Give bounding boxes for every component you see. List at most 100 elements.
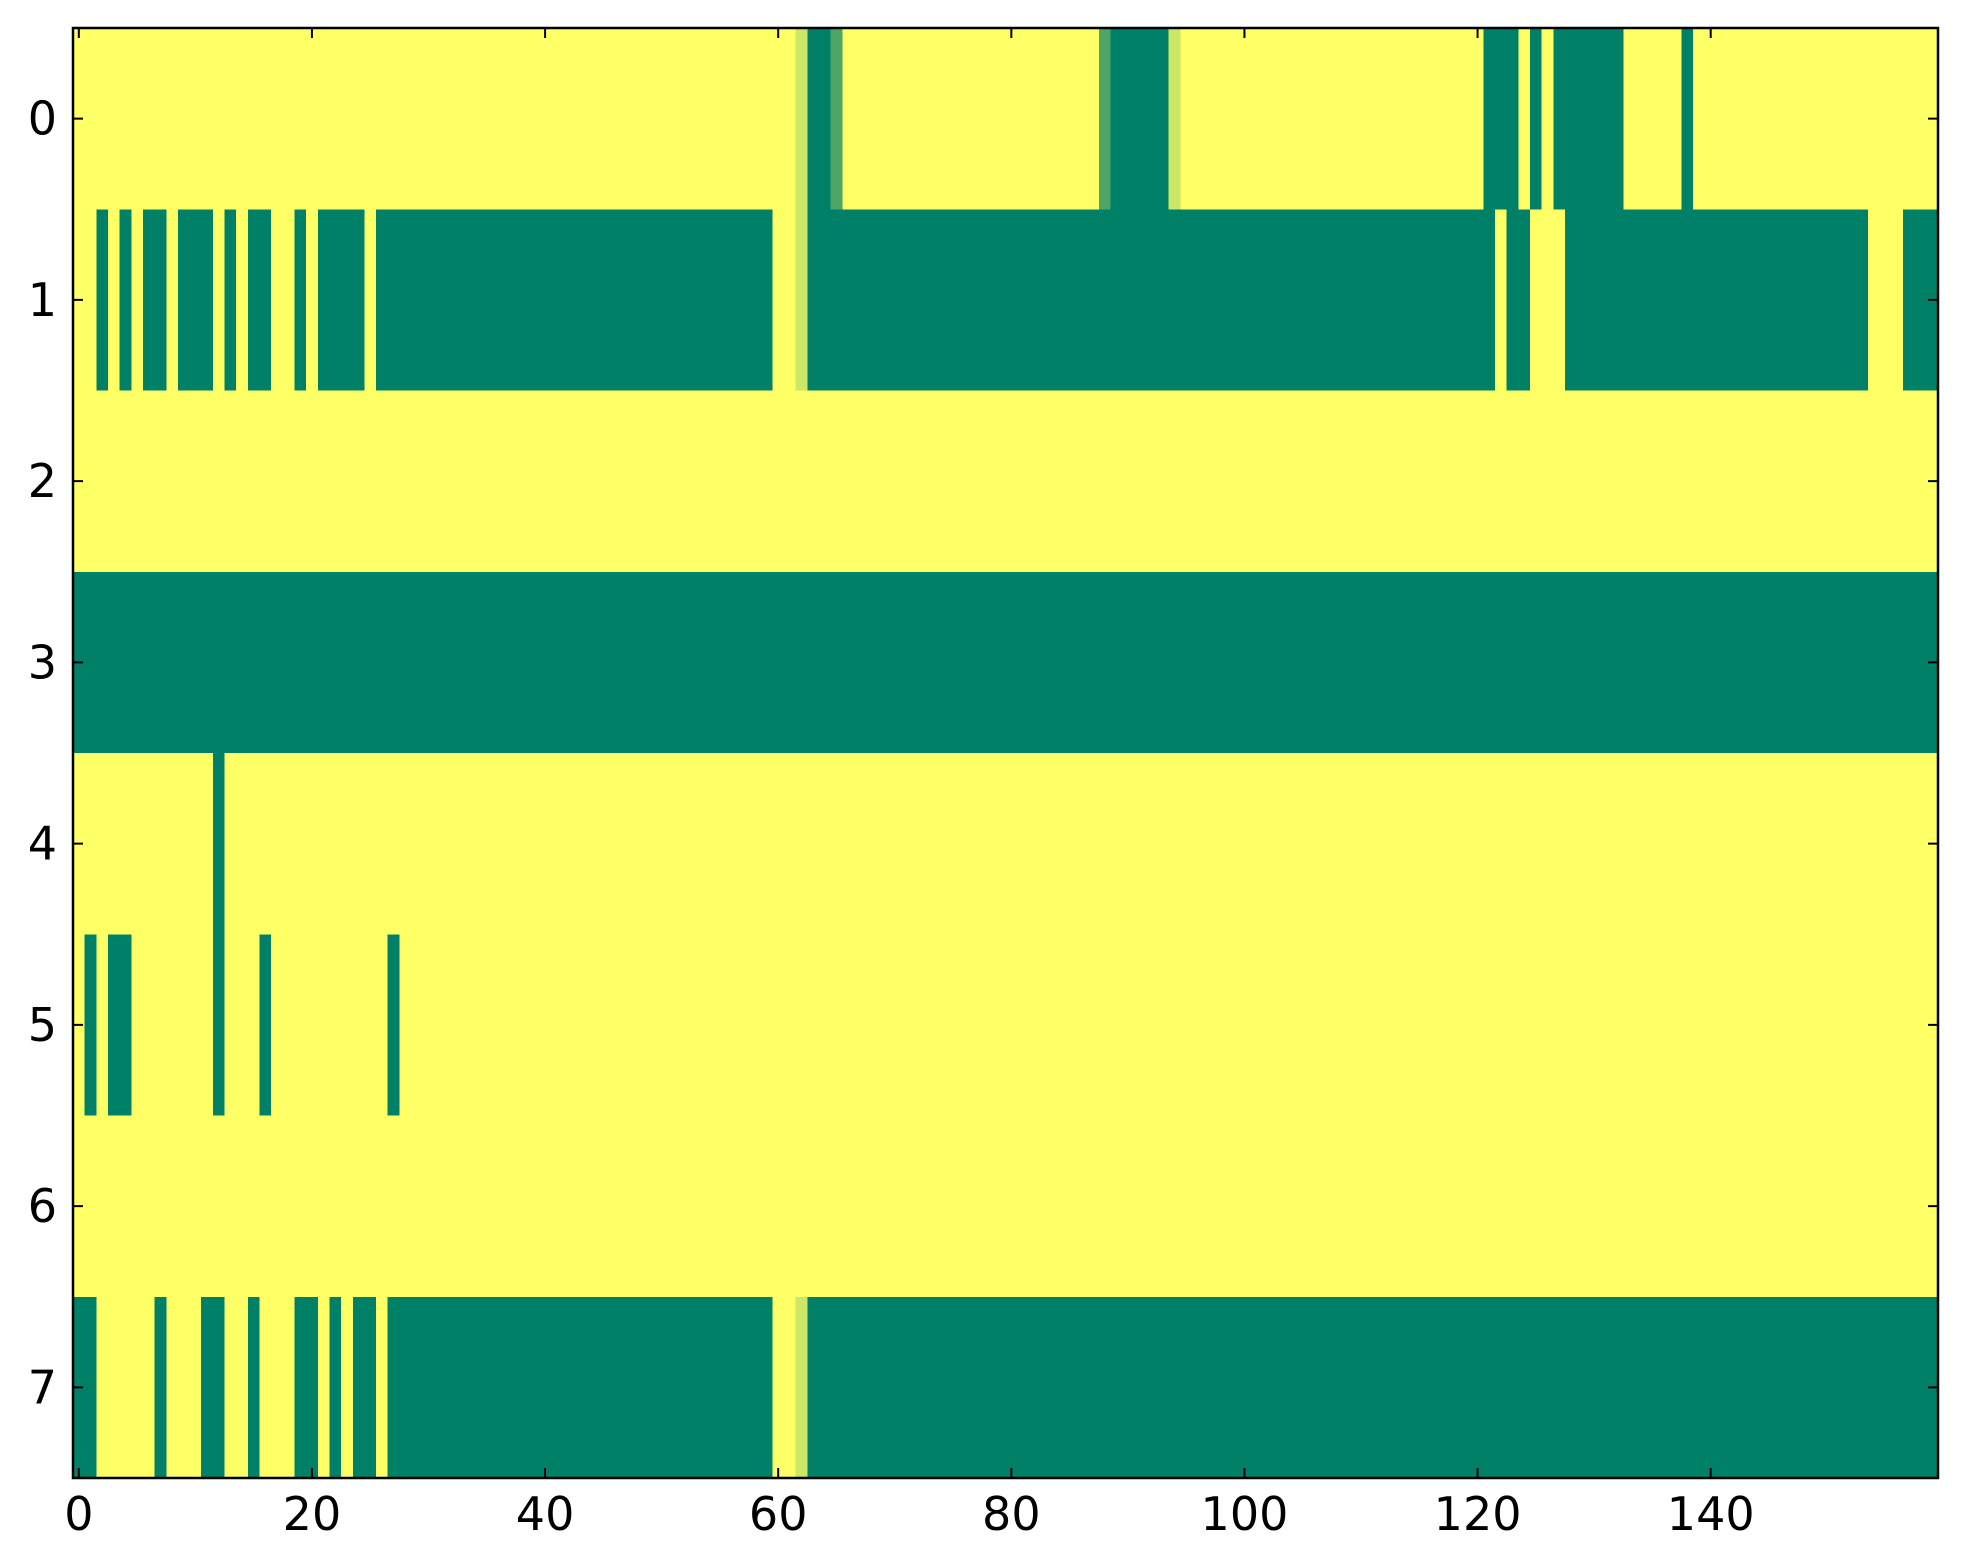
heatmap-cell [236, 753, 249, 935]
heatmap-cell [1728, 934, 1741, 1117]
heatmap-cell [667, 571, 680, 754]
heatmap-cell [1798, 390, 1811, 573]
heatmap-cell [1844, 753, 1858, 935]
heatmap-cell [1285, 1115, 1298, 1298]
heatmap-cell [597, 28, 610, 210]
heatmap-cell [737, 753, 750, 935]
heatmap-cell [282, 1115, 296, 1298]
heatmap-cell [609, 390, 622, 573]
heatmap-cell [236, 571, 249, 754]
heatmap-cell [912, 571, 925, 754]
heatmap-cell [1763, 209, 1776, 392]
heatmap-cell [1343, 753, 1356, 935]
heatmap-cell [1226, 753, 1240, 935]
heatmap-cell [1180, 209, 1193, 392]
heatmap-cell [189, 1296, 202, 1479]
heatmap-cell [1273, 209, 1286, 392]
heatmap-cell [1261, 753, 1275, 935]
heatmap-cell [760, 1115, 773, 1298]
heatmap-cell [877, 209, 890, 392]
heatmap-cell [795, 209, 808, 392]
heatmap-cell [329, 1115, 342, 1298]
heatmap-cell [341, 390, 354, 573]
heatmap-cell [737, 934, 750, 1117]
heatmap-cell [1751, 1296, 1764, 1479]
heatmap-cell [795, 753, 808, 935]
heatmap-cell [515, 1296, 529, 1479]
heatmap-cell [1495, 1296, 1508, 1479]
heatmap-cell [527, 390, 540, 573]
heatmap-cell [212, 934, 226, 1117]
heatmap-cell [585, 1296, 599, 1479]
heatmap-cell [1833, 1115, 1846, 1298]
heatmap-cell [1087, 390, 1100, 573]
heatmap-cell [1751, 1115, 1764, 1298]
heatmap-cell [1786, 1115, 1799, 1298]
heatmap-cell [853, 1296, 867, 1479]
heatmap-cell [1145, 934, 1158, 1117]
heatmap-cell [888, 1296, 902, 1479]
heatmap-cell [772, 1115, 785, 1298]
heatmap-cell [1168, 1115, 1181, 1298]
heatmap-cell [1856, 571, 1869, 754]
heatmap-cell [84, 571, 97, 754]
heatmap-cell [1331, 1296, 1345, 1479]
heatmap-cell [1495, 753, 1508, 935]
heatmap-cell [1250, 753, 1263, 935]
heatmap-cell [632, 209, 645, 392]
heatmap-cell [690, 1115, 704, 1298]
heatmap-cell [1483, 209, 1496, 392]
heatmap-cell [446, 209, 459, 392]
heatmap-cell [923, 1296, 937, 1479]
heatmap-cell [1390, 209, 1403, 392]
heatmap-cell [189, 209, 202, 392]
heatmap-cell [679, 934, 692, 1117]
heatmap-cell [993, 209, 1007, 392]
heatmap-cell [1844, 571, 1858, 754]
heatmap-cell [317, 571, 331, 754]
heatmap-cell [1122, 1296, 1135, 1479]
heatmap-cell [1530, 1296, 1543, 1479]
heatmap-cell [166, 934, 179, 1117]
heatmap-cell [1891, 209, 1904, 392]
heatmap-cell [1180, 753, 1193, 935]
heatmap-cell [1192, 28, 1205, 210]
heatmap-cell [1798, 1296, 1811, 1479]
heatmap-cell [329, 753, 342, 935]
heatmap-cell [958, 28, 972, 210]
heatmap-cell [1693, 390, 1706, 573]
heatmap-cell [1425, 753, 1438, 935]
heatmap-cell [1833, 209, 1846, 392]
heatmap-cell [364, 571, 377, 754]
heatmap-cell [177, 1296, 191, 1479]
heatmap-cell [795, 1115, 808, 1298]
heatmap-cell [667, 209, 680, 392]
heatmap-cell [539, 571, 552, 754]
heatmap-cell [166, 390, 179, 573]
heatmap-cell [329, 28, 342, 210]
heatmap-cell [119, 753, 132, 935]
heatmap-cell [1658, 390, 1671, 573]
heatmap-cell [515, 390, 529, 573]
heatmap-cell [154, 753, 167, 935]
heatmap-cell [702, 209, 715, 392]
heatmap-cell [1028, 209, 1042, 392]
heatmap-cell [457, 934, 470, 1117]
heatmap-cell [352, 28, 366, 210]
heatmap-cell [1401, 209, 1415, 392]
heatmap-cell [1891, 28, 1904, 210]
heatmap-cell [1273, 28, 1286, 210]
heatmap-cell [923, 934, 937, 1117]
heatmap-cell [772, 390, 785, 573]
heatmap-cell [1168, 571, 1181, 754]
heatmap-cell [84, 934, 97, 1117]
heatmap-cell [166, 209, 179, 392]
heatmap-cell [1553, 1115, 1566, 1298]
heatmap-cell [562, 390, 575, 573]
heatmap-cell [306, 28, 319, 210]
heatmap-cell [1355, 571, 1368, 754]
heatmap-cell [1110, 753, 1123, 935]
x-tick-label: 20 [283, 1487, 342, 1541]
heatmap-cell [1238, 390, 1251, 573]
heatmap-cell [1157, 209, 1170, 392]
